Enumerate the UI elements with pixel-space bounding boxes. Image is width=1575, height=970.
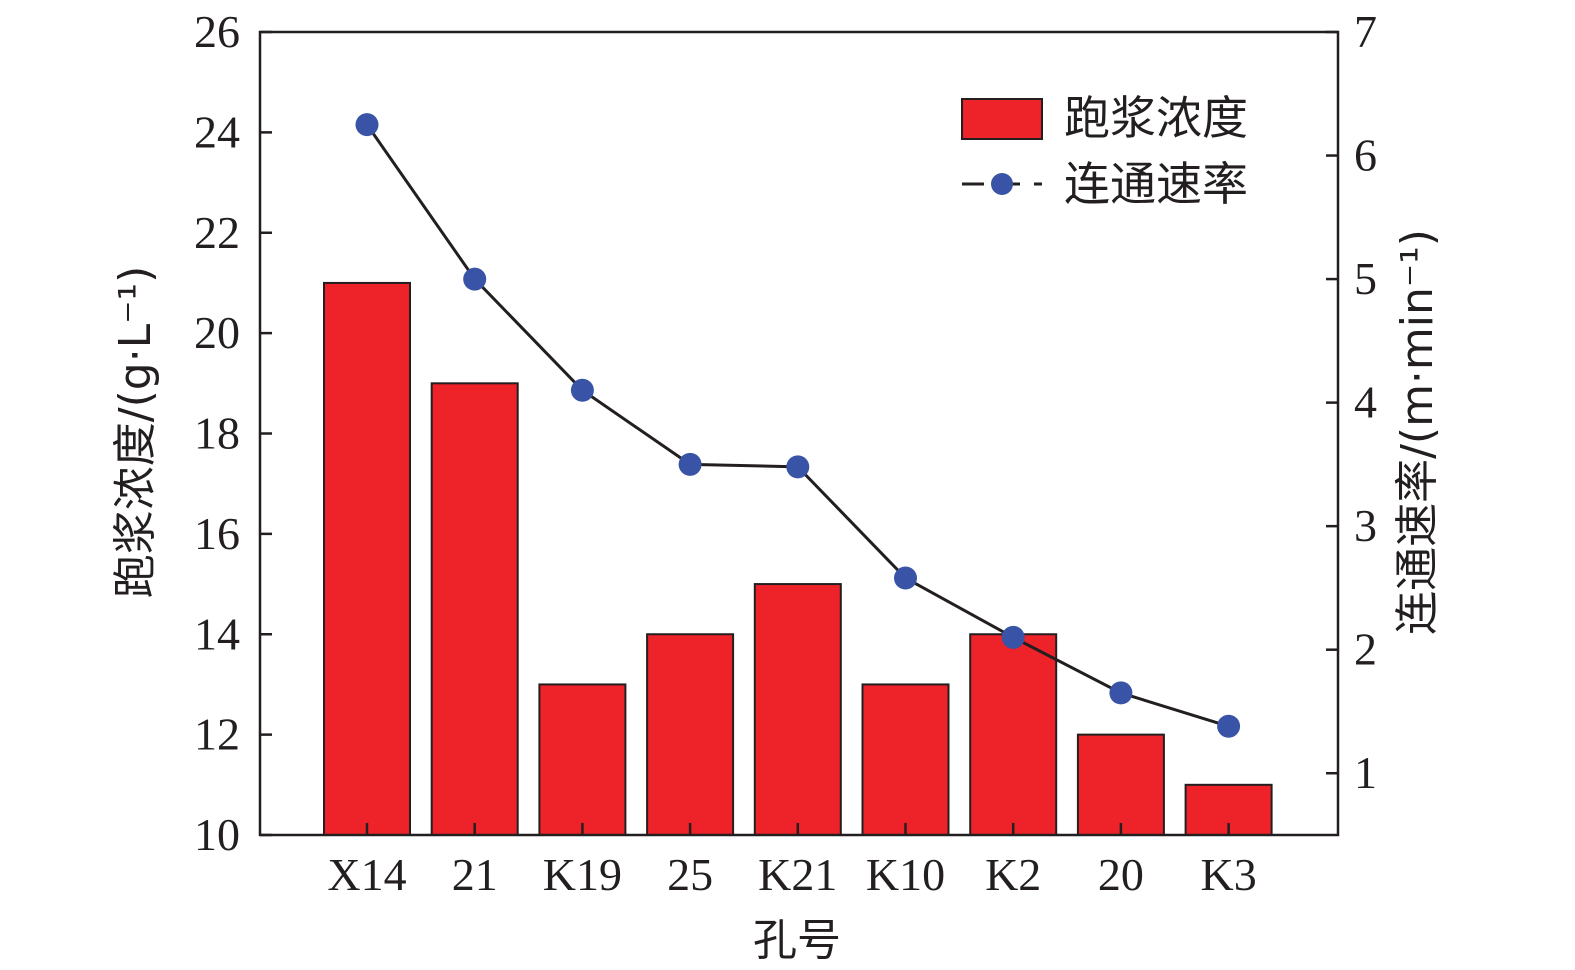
rate-point-21 [463, 267, 487, 291]
x-tick-label: K21 [758, 849, 837, 900]
legend-bar-swatch [961, 98, 1043, 140]
x-tick-label: 21 [452, 849, 498, 900]
y-left-tick-label: 16 [194, 508, 240, 559]
y-right-tick-label: 7 [1354, 6, 1377, 57]
y-left-tick-label: 10 [194, 809, 240, 860]
bar-K2 [969, 633, 1058, 836]
y-left-tick-label: 26 [194, 6, 240, 57]
bar-20 [1076, 733, 1165, 836]
x-tick-label: X14 [327, 849, 406, 900]
y-axis-title-right: 连通速率/(m·min⁻¹) [1392, 229, 1443, 635]
rate-point-K21 [786, 455, 810, 479]
x-tick-label: K3 [1200, 849, 1256, 900]
bar-21 [430, 382, 519, 836]
bar-K21 [753, 583, 842, 836]
y-right-tick-label: 5 [1354, 253, 1377, 304]
y-left-tick-label: 14 [194, 608, 240, 659]
bar-K19 [538, 683, 627, 836]
rate-point-K10 [894, 566, 917, 590]
x-axis-title: 孔号 [753, 915, 841, 966]
rate-point-25 [678, 452, 702, 476]
rate-point-K2 [1001, 625, 1025, 649]
legend-marker-swatch [991, 173, 1013, 195]
x-tick-label: K10 [866, 849, 945, 900]
y-left-tick-label: 20 [194, 307, 240, 358]
x-tick-label: 25 [667, 849, 713, 900]
x-tick-label: 20 [1098, 849, 1144, 900]
bar-K10 [861, 683, 950, 836]
bar-X14 [323, 281, 411, 836]
y-right-tick-label: 6 [1354, 130, 1377, 181]
y-right-tick-label: 4 [1354, 377, 1377, 428]
y-left-tick-label: 18 [194, 408, 240, 459]
y-right-tick-label: 3 [1354, 500, 1377, 551]
y-left-tick-label: 24 [194, 106, 240, 157]
legend-label-line: 连通速率 [1064, 157, 1248, 211]
bars-layer [323, 281, 1273, 836]
y-left-tick-label: 22 [194, 207, 240, 258]
y-axis-title-left: 跑浆浓度/(g·L⁻¹) [110, 266, 161, 598]
y-right-tick-label: 2 [1354, 624, 1377, 675]
x-tick-label: K19 [543, 849, 622, 900]
legend-label-bar: 跑浆浓度 [1064, 91, 1248, 145]
rate-point-K3 [1217, 714, 1241, 738]
rate-point-K19 [570, 378, 594, 402]
rate-point-20 [1109, 681, 1133, 705]
legend: 跑浆浓度 连通速率 [961, 91, 1248, 211]
x-tick-label: K2 [985, 849, 1041, 900]
y-right-tick-label: 1 [1354, 747, 1377, 798]
bar-25 [646, 633, 735, 836]
line-layer [355, 113, 1241, 738]
rate-point-X14 [355, 113, 379, 137]
y-left-tick-label: 12 [194, 709, 240, 760]
